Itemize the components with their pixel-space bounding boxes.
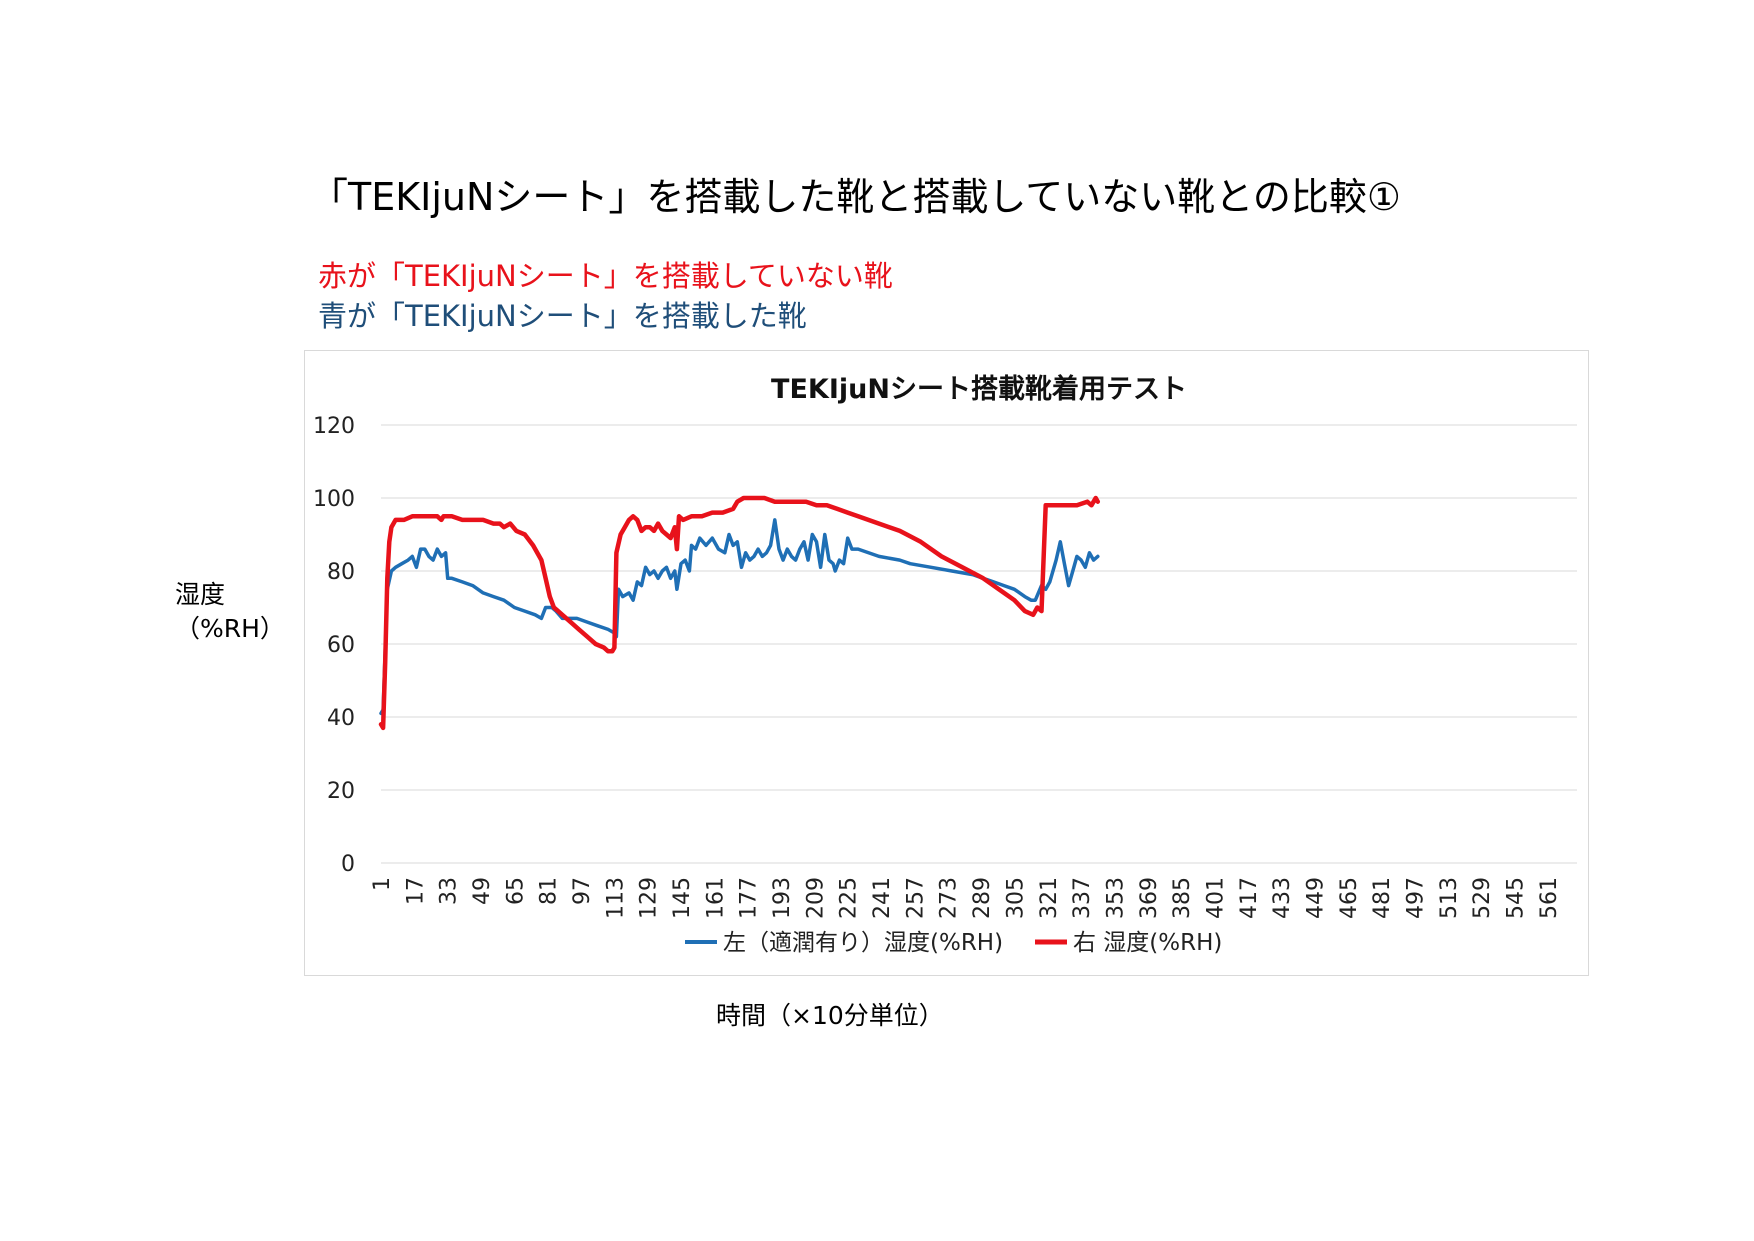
- x-tick-label-417: 417: [1237, 877, 1262, 919]
- y-tick-label-60: 60: [327, 633, 355, 658]
- y-tick-label-80: 80: [327, 560, 355, 585]
- chart-area: TEKIjuNシート搭載靴着用テスト 0 20 40 60 80 100 120 1 17 33 49…: [304, 350, 1589, 976]
- x-tick-label-321: 321: [1037, 877, 1062, 919]
- y-axis-label: 湿度 （%RH）: [175, 578, 285, 646]
- x-tick-label-545: 545: [1503, 877, 1528, 919]
- x-tick-label-305: 305: [1003, 877, 1028, 919]
- series-line-right-red: [378, 495, 1101, 731]
- x-tick-label-401: 401: [1203, 877, 1228, 919]
- note-blue-series: 青が「TEKIjuNシート」を搭載した靴: [318, 299, 807, 333]
- x-tick-label-353: 353: [1103, 877, 1128, 919]
- x-tick-label-433: 433: [1270, 877, 1295, 919]
- x-tick-label-369: 369: [1137, 877, 1162, 919]
- chart-title: TEKIjuNシート搭載靴着用テスト: [771, 373, 1187, 405]
- x-tick-label-129: 129: [637, 877, 662, 919]
- x-axis-label: 時間（×10分単位）: [716, 1001, 944, 1030]
- x-tick-label-97: 97: [570, 877, 595, 905]
- x-tick-label-465: 465: [1337, 877, 1362, 919]
- page-title: 「TEKIjuNシート」を搭載した靴と搭載していない靴との比較①: [310, 175, 1401, 219]
- y-axis-label-line2: （%RH）: [175, 614, 285, 643]
- y-axis-label-line1: 湿度: [175, 580, 226, 609]
- x-tick-label-1: 1: [370, 877, 395, 891]
- series-line-left-blue: [379, 518, 1100, 716]
- x-tick-label-33: 33: [437, 877, 462, 905]
- x-tick-label-81: 81: [537, 877, 562, 905]
- x-tick-label-289: 289: [970, 877, 995, 919]
- x-tick-label-17: 17: [403, 877, 428, 905]
- x-tick-label-225: 225: [837, 877, 862, 919]
- x-tick-label-177: 177: [737, 877, 762, 919]
- x-tick-label-113: 113: [603, 877, 628, 919]
- x-tick-label-193: 193: [770, 877, 795, 919]
- x-tick-label-497: 497: [1403, 877, 1428, 919]
- x-tick-label-337: 337: [1070, 877, 1095, 919]
- x-tick-label-49: 49: [470, 877, 495, 905]
- y-tick-label-0: 0: [341, 852, 355, 877]
- chart-svg: TEKIjuNシート搭載靴着用テスト 0 20 40 60 80 100 120 1 17 33 49…: [313, 373, 1577, 956]
- x-tick-label-449: 449: [1303, 877, 1328, 919]
- x-tick-label-145: 145: [670, 877, 695, 919]
- x-tick-label-241: 241: [870, 877, 895, 919]
- y-tick-label-40: 40: [327, 706, 355, 731]
- y-tick-label-20: 20: [327, 779, 355, 804]
- x-tick-label-481: 481: [1370, 877, 1395, 919]
- legend-label-left-blue: 左（適潤有り）湿度(%RH): [723, 930, 1003, 956]
- x-tick-label-385: 385: [1170, 877, 1195, 919]
- x-tick-label-273: 273: [937, 877, 962, 919]
- x-tick-label-257: 257: [903, 877, 928, 919]
- legend-label-right-red: 右 湿度(%RH): [1073, 930, 1222, 956]
- y-tick-label-100: 100: [313, 487, 355, 512]
- note-red-series: 赤が「TEKIjuNシート」を搭載していない靴: [318, 259, 893, 293]
- x-tick-label-513: 513: [1437, 877, 1462, 919]
- y-tick-label-120: 120: [313, 414, 355, 439]
- x-tick-label-161: 161: [703, 877, 728, 919]
- x-tick-label-529: 529: [1470, 877, 1495, 919]
- x-tick-label-65: 65: [503, 877, 528, 905]
- x-tick-label-561: 561: [1537, 877, 1562, 919]
- x-tick-label-209: 209: [803, 877, 828, 919]
